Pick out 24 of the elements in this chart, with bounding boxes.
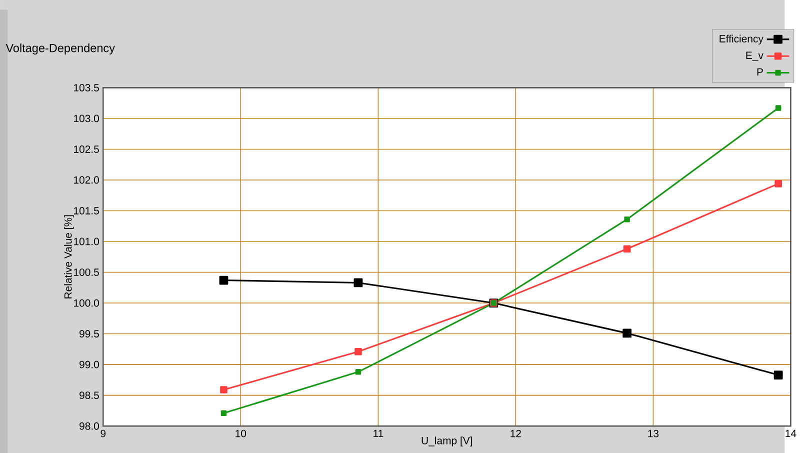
y-tick-label: 102.0 — [74, 176, 99, 184]
x-tick-label: 11 — [374, 430, 384, 437]
y-tick-label: 99.5 — [80, 330, 99, 338]
x-tick-label: 10 — [236, 430, 246, 438]
legend-label: Efficiency — [720, 34, 764, 44]
legend-label: E_v — [746, 52, 764, 61]
x-tick-label: 14 — [786, 430, 796, 437]
y-tick-label: 103.5 — [74, 84, 99, 92]
chart-title: Voltage-Dependency — [6, 43, 115, 54]
y-axis-title: Relative Value [%] — [64, 215, 74, 298]
legend-label: P — [757, 68, 763, 76]
y-tick-label: 98.5 — [80, 392, 99, 399]
x-axis-title: U_lamp [V] — [422, 436, 472, 446]
y-tick-label: 100.0 — [74, 299, 99, 307]
y-tick-label: 101.5 — [74, 206, 99, 214]
x-tick-label: 9 — [100, 430, 106, 438]
x-tick-label: 12 — [510, 430, 521, 438]
x-tick-label: 13 — [648, 430, 659, 438]
y-tick-label: 98.0 — [80, 422, 99, 430]
y-tick-label: 99.0 — [80, 360, 99, 368]
y-tick-label: 103.0 — [74, 114, 99, 122]
y-tick-label: 101.0 — [74, 238, 99, 246]
y-tick-label: 100.5 — [74, 268, 99, 276]
y-tick-label: 102.5 — [74, 145, 99, 153]
